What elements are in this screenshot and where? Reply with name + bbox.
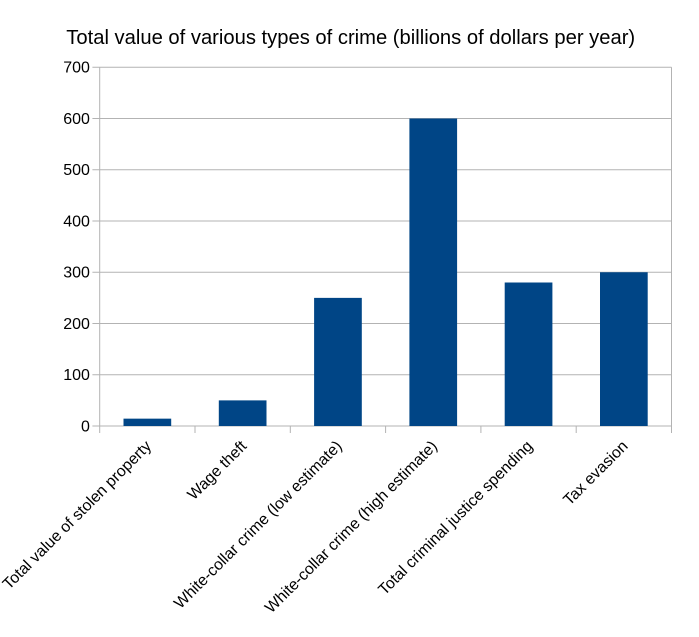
svg-text:200: 200	[63, 316, 90, 333]
svg-text:700: 700	[63, 60, 90, 77]
svg-text:Total value of various types o: Total value of various types of crime (b…	[66, 27, 635, 49]
svg-text:600: 600	[63, 111, 90, 128]
svg-text:500: 500	[63, 162, 90, 179]
svg-text:300: 300	[63, 265, 90, 282]
svg-text:100: 100	[63, 367, 90, 384]
svg-text:0: 0	[81, 418, 90, 435]
svg-text:400: 400	[63, 213, 90, 230]
